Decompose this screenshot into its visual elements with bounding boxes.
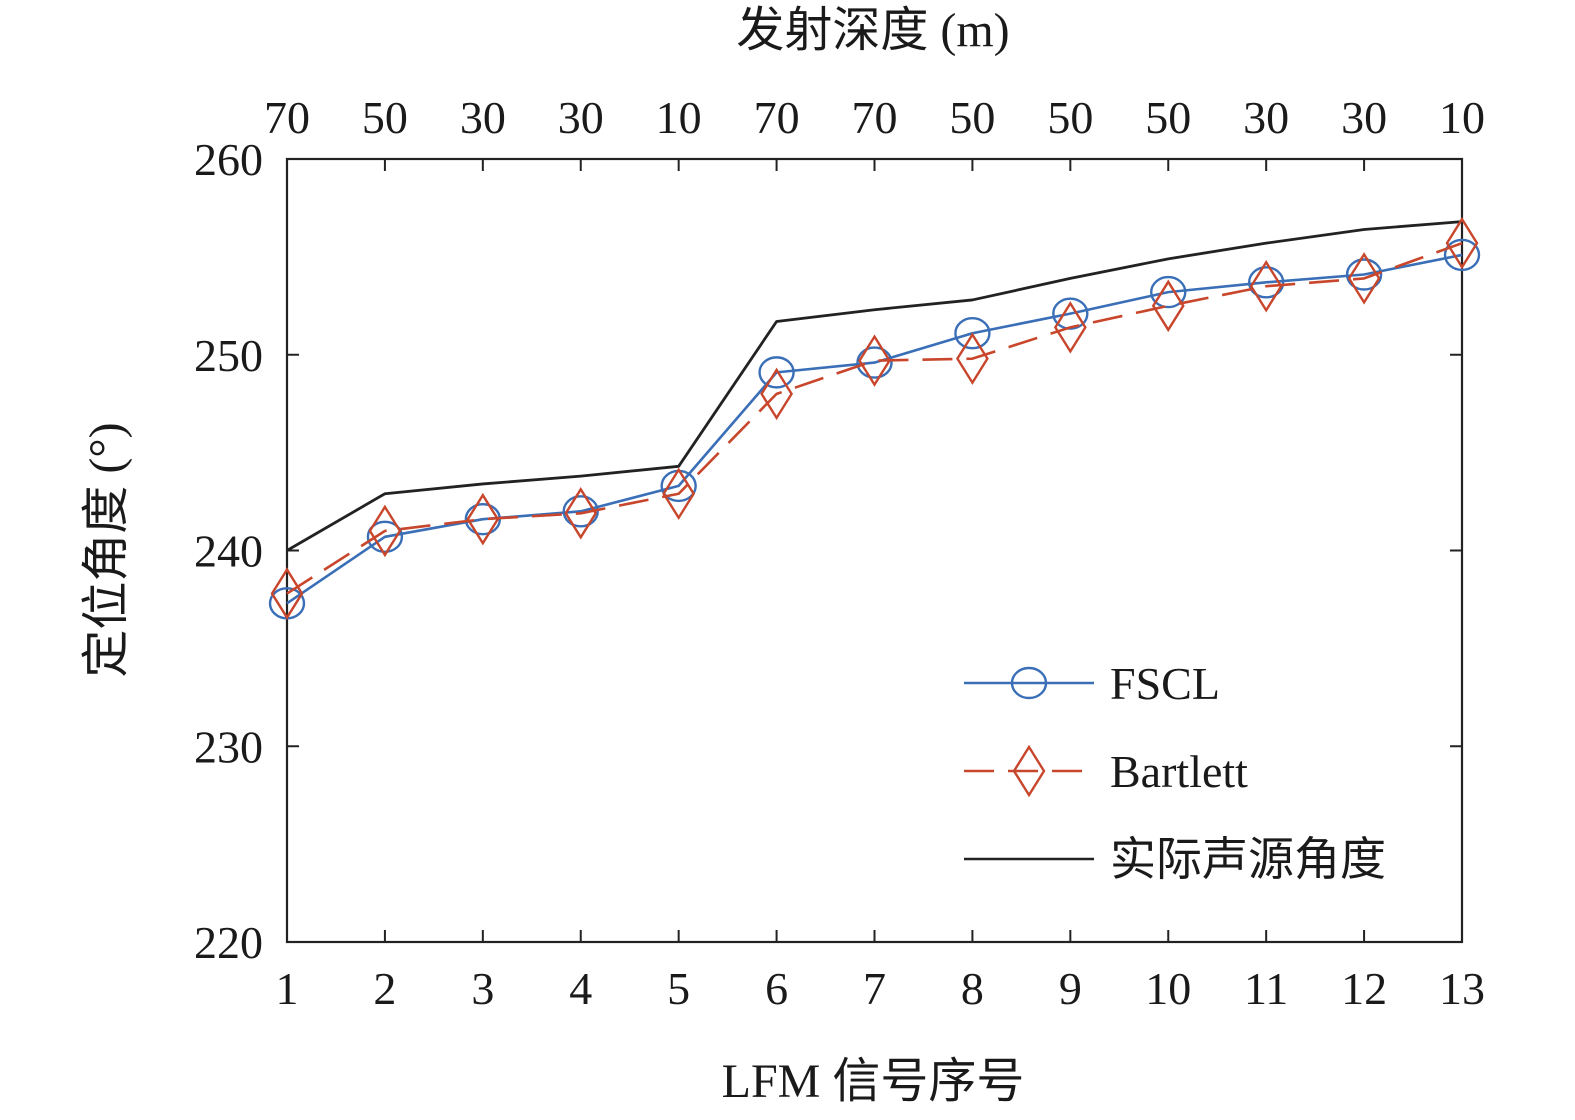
legend-marker-1 [1012, 744, 1046, 798]
x-tick-label: 13 [1439, 963, 1485, 1014]
y-axis-title: 定位角度 (°) [80, 422, 133, 677]
series-0-point [856, 346, 893, 379]
series-0-point [1345, 258, 1383, 291]
plot-frame [285, 157, 1464, 944]
top-tick-label: 50 [949, 92, 995, 143]
top-tick-label: 30 [1243, 92, 1289, 143]
series-line-1 [286, 241, 1463, 595]
legend-label-2: 实际声源角度 [1110, 834, 1386, 885]
series-1-point [564, 487, 598, 540]
series-1-point [368, 504, 402, 558]
series-1-point [466, 492, 500, 546]
top-tick-label: 30 [1341, 92, 1387, 143]
series-1-point [1445, 216, 1479, 270]
series-1-point [760, 367, 793, 421]
x-tick-label: 4 [569, 963, 592, 1014]
series-0-point [1150, 275, 1187, 309]
series-line-0 [286, 253, 1463, 605]
top-tick-label: 10 [656, 92, 702, 143]
x-tick-label: 10 [1145, 963, 1191, 1014]
legend-marker-0 [1010, 666, 1048, 700]
top-tick-label: 50 [1047, 92, 1093, 143]
x-tick-label: 12 [1341, 963, 1387, 1014]
top-tick-label: 70 [754, 92, 800, 143]
series-1-point [858, 334, 891, 387]
series-1-point [956, 332, 989, 385]
x-tick-label: 1 [276, 963, 299, 1014]
top-tick-label: 70 [264, 92, 310, 143]
top-tick-label: 50 [1145, 92, 1191, 143]
series-0-point [1247, 266, 1285, 299]
x-tick-label: 11 [1244, 963, 1288, 1014]
series-1-point [1151, 279, 1185, 333]
series-1-point [270, 567, 304, 620]
top-tick-label: 50 [362, 92, 408, 143]
series-1-point [662, 467, 696, 520]
series-1-point [1249, 259, 1283, 313]
y-tick-label: 240 [194, 526, 263, 577]
series-0-point [366, 520, 404, 553]
top-tick-label: 30 [460, 92, 506, 143]
x-axis-title: LFM 信号序号 [722, 1055, 1025, 1108]
series-0-point [954, 317, 991, 350]
series-0-point [758, 356, 795, 389]
legend: FSCL Bartlett 实际声源角度 [964, 658, 1386, 885]
x-tick-label: 8 [961, 963, 984, 1014]
top-tick-label: 30 [558, 92, 604, 143]
series-1-point [1053, 301, 1087, 354]
x-tick-label: 5 [667, 963, 690, 1014]
x-tick-label: 2 [373, 963, 396, 1014]
legend-label-0: FSCL [1110, 658, 1220, 709]
x-tick-label: 3 [471, 963, 494, 1014]
series-0-point [562, 495, 599, 528]
plot-layer: 1702503304305106707708509501050113012301… [194, 92, 1485, 1014]
y-tick-label: 230 [194, 721, 263, 772]
x-tick-label: 7 [863, 963, 886, 1014]
top-axis-title: 发射深度 (m) [736, 4, 1009, 57]
top-tick-label: 70 [852, 92, 898, 143]
legend-label-1: Bartlett [1110, 746, 1248, 797]
series-0-point [1443, 238, 1481, 272]
top-tick-label: 10 [1439, 92, 1485, 143]
y-tick-label: 250 [194, 330, 263, 381]
y-tick-label: 260 [194, 134, 263, 185]
x-tick-label: 6 [765, 963, 788, 1014]
series-line-2 [286, 220, 1463, 552]
y-tick-label: 220 [194, 917, 263, 968]
x-tick-label: 9 [1059, 963, 1082, 1014]
series-1-point [1347, 252, 1381, 305]
